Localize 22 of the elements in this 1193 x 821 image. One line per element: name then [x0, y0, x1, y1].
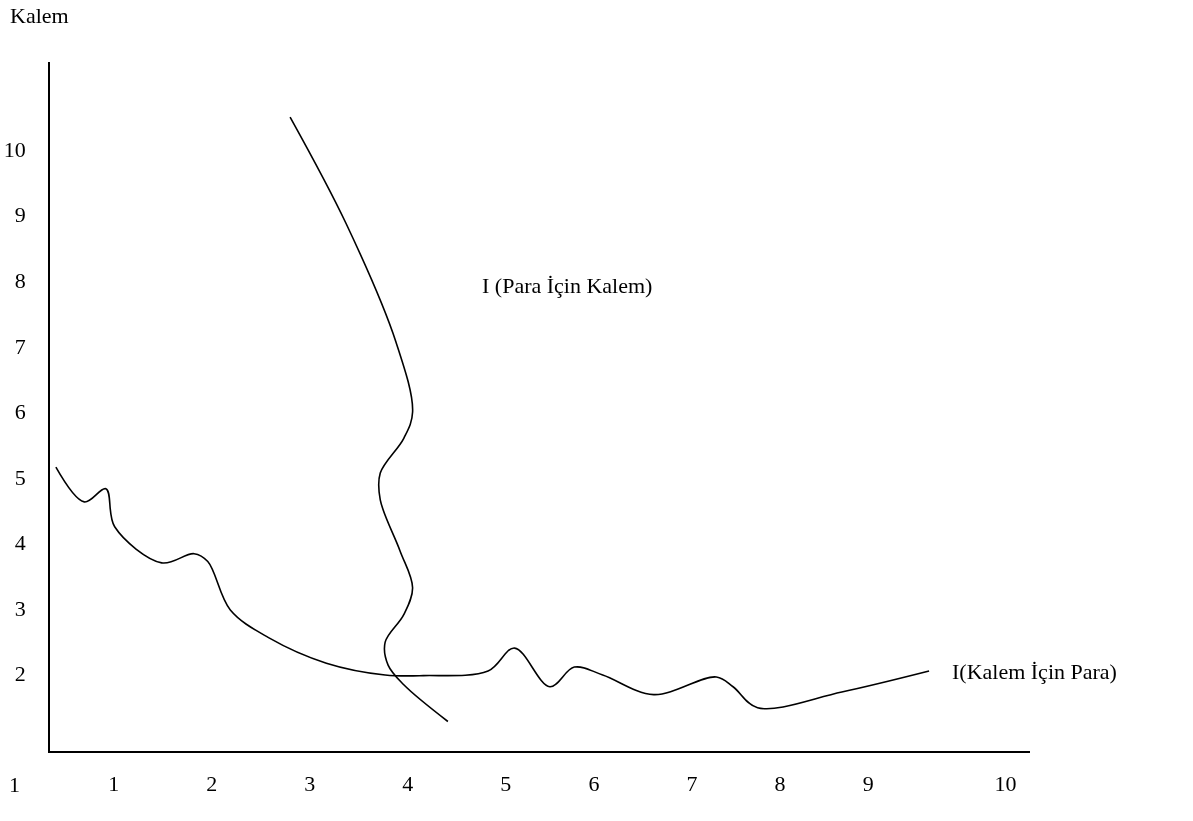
x-tick-label: 7	[686, 771, 698, 797]
x-tick-label: 4	[402, 771, 414, 797]
x-tick-label: 3	[304, 771, 316, 797]
x-tick-label: 2	[206, 771, 218, 797]
x-tick-label: 5	[500, 771, 512, 797]
x-tick-label: 10	[994, 771, 1017, 797]
y-tick-label: 8	[14, 268, 26, 293]
x-tick-label: 9	[862, 771, 874, 797]
x-tick-label: 1	[108, 771, 120, 797]
annotation: I(Kalem İçin Para)	[952, 659, 1117, 684]
x-tick-label: 8	[774, 771, 786, 797]
y-tick-label: 10	[3, 136, 26, 162]
y-tick-label: 2	[14, 661, 26, 687]
annotation: I (Para İçin Kalem)	[482, 273, 653, 298]
y-tick-label: 7	[14, 333, 26, 359]
x-tick-label: 6	[588, 771, 600, 797]
y-tick-label: 3	[14, 595, 26, 621]
y-tick-label: 6	[14, 399, 26, 425]
y-tick-label: 9	[14, 202, 26, 228]
y-axis-title: Kalem	[10, 3, 69, 28]
y-tick-label: 4	[14, 530, 26, 556]
y-tick-label: 5	[14, 464, 26, 490]
